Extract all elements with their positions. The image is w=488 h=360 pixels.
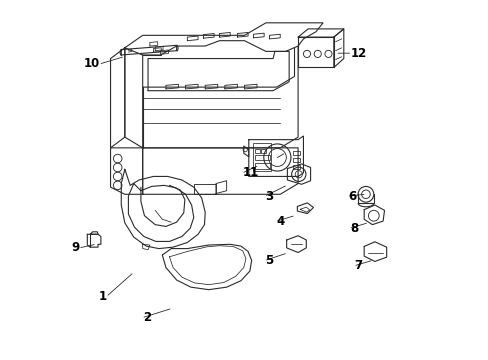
Text: 1: 1 xyxy=(99,289,107,303)
Text: 2: 2 xyxy=(142,311,150,324)
Text: 9: 9 xyxy=(71,241,80,255)
Bar xyxy=(255,163,269,169)
Bar xyxy=(292,165,299,169)
Bar xyxy=(260,149,265,153)
Text: 4: 4 xyxy=(276,215,285,228)
Text: 11: 11 xyxy=(242,166,259,179)
Bar xyxy=(255,155,269,160)
Bar xyxy=(292,151,299,155)
Text: 8: 8 xyxy=(349,222,357,235)
Bar xyxy=(254,149,259,153)
Text: 7: 7 xyxy=(354,259,362,272)
Text: 3: 3 xyxy=(264,190,273,203)
Text: 6: 6 xyxy=(347,190,356,203)
Text: 10: 10 xyxy=(83,57,100,71)
Text: 5: 5 xyxy=(264,254,273,267)
Bar xyxy=(253,143,271,171)
Text: 12: 12 xyxy=(350,47,366,60)
Bar xyxy=(292,158,299,162)
